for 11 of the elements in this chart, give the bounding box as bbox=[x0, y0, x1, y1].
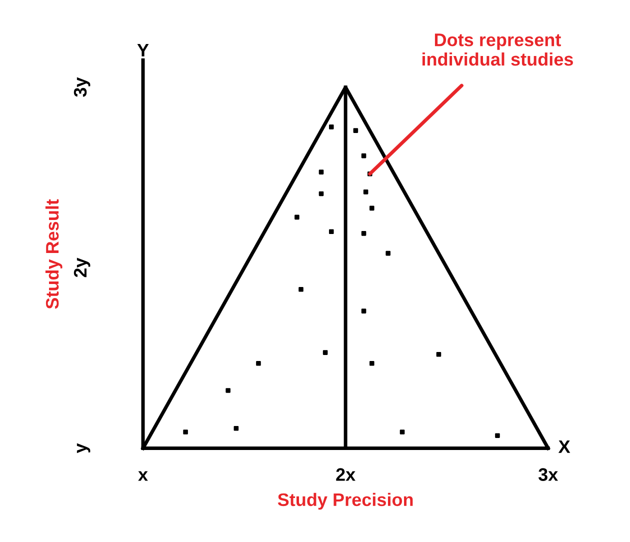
y-tick-label: 3y bbox=[74, 77, 90, 97]
text: X bbox=[558, 440, 570, 453]
x-tick-label: 2x bbox=[336, 468, 356, 481]
annotation: Dots represent individual studies bbox=[422, 34, 573, 66]
x-axis-title: Study Precision bbox=[278, 492, 413, 510]
y-tick-label: y bbox=[76, 443, 90, 454]
x-tick-label: x bbox=[138, 471, 148, 481]
y-tick-label: 2y bbox=[74, 258, 90, 278]
y-axis-title: Study Result bbox=[45, 199, 62, 309]
x-tick-label: 3x bbox=[538, 468, 558, 481]
text: Y bbox=[137, 44, 149, 56]
